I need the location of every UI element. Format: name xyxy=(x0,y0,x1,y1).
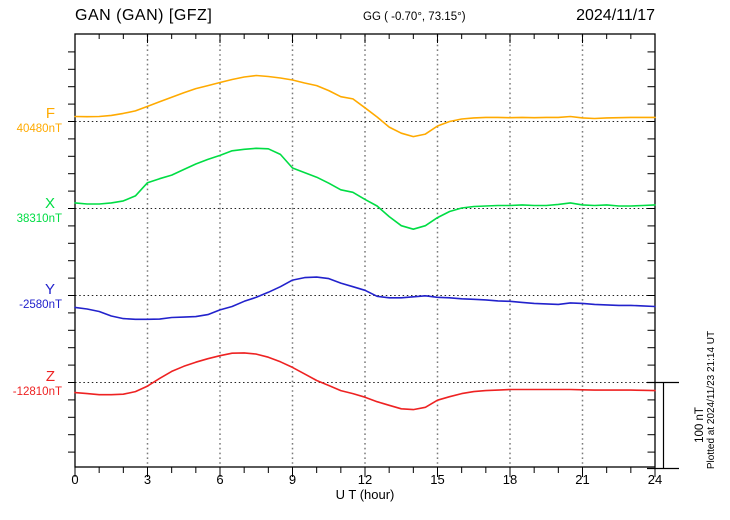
trace-letter-x: X xyxy=(44,195,55,212)
trace-z xyxy=(74,352,656,411)
trace-letter-z: Z xyxy=(45,368,55,385)
trace-label-f: F 40480nT xyxy=(0,105,62,135)
x-axis-title: U T (hour) xyxy=(335,487,395,502)
trace-label-z: Z -12810nT xyxy=(0,368,62,398)
x-tick-label: 21 xyxy=(575,472,590,487)
x-tick-label: 18 xyxy=(502,472,518,487)
plotted-at-label: Plotted at 2024/11/23 21:14 UT xyxy=(706,330,717,470)
x-tick-label: 9 xyxy=(288,472,297,487)
trace-f xyxy=(74,74,656,138)
station-title: GAN (GAN) [GFZ] xyxy=(75,7,213,24)
trace-letter-y: Y xyxy=(44,281,55,298)
trace-label-y: Y -2580nT xyxy=(0,281,62,311)
trace-baseline-z: -12810nT xyxy=(12,386,62,398)
trace-x xyxy=(74,147,656,230)
trace-y xyxy=(74,276,656,321)
x-tick-label: 24 xyxy=(647,472,663,487)
trace-letter-f: F xyxy=(45,105,55,122)
x-tick-label: 15 xyxy=(430,472,445,487)
trace-baseline-x: 38310nT xyxy=(16,213,62,225)
x-tick-label: 0 xyxy=(71,472,79,487)
trace-baseline-f: 40480nT xyxy=(16,123,62,135)
x-tick-label: 3 xyxy=(143,472,152,487)
trace-baseline-y: -2580nT xyxy=(19,299,62,311)
trace-label-x: X 38310nT xyxy=(0,195,62,225)
x-tick-label: 12 xyxy=(357,472,373,487)
x-tick-label: 6 xyxy=(216,472,224,487)
coordinates-label: GG ( -0.70°, 73.15°) xyxy=(363,11,466,23)
date-label: 2024/11/17 xyxy=(576,7,655,24)
